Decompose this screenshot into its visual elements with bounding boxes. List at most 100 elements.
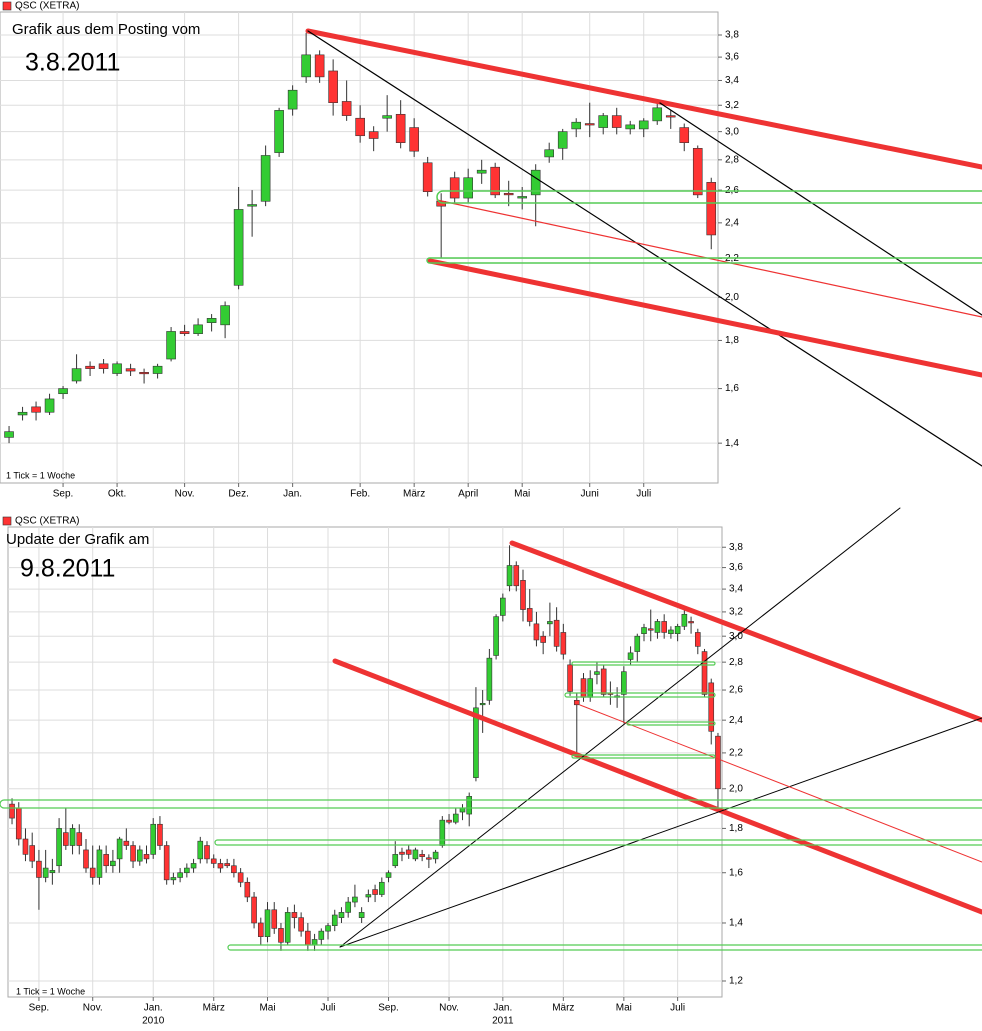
candle-body <box>152 365 163 374</box>
y-tick-label: 2,8 <box>729 657 743 668</box>
candle-body <box>379 881 385 895</box>
candle-body <box>341 101 352 116</box>
trendline <box>659 102 982 316</box>
candle-body <box>580 678 587 698</box>
legend-label: QSC (XETRA) <box>15 1 79 12</box>
support-zone <box>214 839 982 846</box>
candle-body <box>584 123 595 126</box>
y-tick-label: 2,0 <box>725 292 739 303</box>
candle-body <box>89 867 96 878</box>
candle-body <box>567 664 573 692</box>
support-zone <box>0 799 982 809</box>
candle-body <box>204 845 210 860</box>
candle-body <box>206 318 217 323</box>
candle-body <box>338 912 345 918</box>
candle-body <box>71 368 82 382</box>
candle-body <box>163 845 170 881</box>
candle-body <box>706 182 717 236</box>
candle-body <box>287 89 298 110</box>
x-tick-label: März <box>203 1003 225 1014</box>
trendline <box>427 258 982 378</box>
candle-body <box>432 851 439 860</box>
candle-body <box>486 657 493 701</box>
candle-body <box>412 849 419 860</box>
candle-body <box>708 682 715 732</box>
x-tick-label: März <box>552 1003 574 1014</box>
candle-body <box>166 331 176 360</box>
legend-label: QSC (XETRA) <box>15 516 79 527</box>
candle-body <box>139 372 149 375</box>
y-tick-label: 3,0 <box>725 126 739 137</box>
candle-body <box>594 671 600 675</box>
x-tick-label: Dez. <box>228 489 249 500</box>
candle-body <box>4 431 14 438</box>
x-tick-label: Mai <box>616 1003 632 1014</box>
candle-body <box>647 628 654 631</box>
candle-body <box>547 621 553 625</box>
candle-body <box>237 872 244 883</box>
candle-body <box>654 621 661 633</box>
candle-body <box>98 363 109 369</box>
candle-body <box>463 177 473 199</box>
legend-swatch <box>2 1 12 11</box>
candle-body <box>611 115 622 128</box>
candle-body <box>652 107 663 122</box>
candle-body <box>600 668 607 695</box>
candle-body <box>103 854 109 867</box>
x-tick-label: Nov. <box>83 1003 103 1014</box>
y-tick-label: 3,4 <box>725 75 739 86</box>
support-zone <box>436 190 982 204</box>
y-tick-label: 2,6 <box>729 685 743 696</box>
y-tick-label: 3,4 <box>729 584 743 595</box>
candle-body <box>170 877 177 881</box>
candle-body <box>358 912 365 918</box>
candle-body <box>184 867 190 874</box>
trendlines <box>0 28 982 951</box>
candle-body <box>157 823 163 846</box>
candle-body <box>291 912 298 918</box>
candle-body <box>29 845 36 862</box>
candle-body <box>17 411 28 416</box>
support-zone <box>571 754 716 759</box>
y-tick-label: 1,8 <box>725 335 739 346</box>
y-tick-label: 2,2 <box>729 748 743 759</box>
candle-body <box>493 616 499 656</box>
candle-body <box>257 922 264 937</box>
candle-body <box>231 865 237 874</box>
candle-body <box>125 368 136 372</box>
candle-body <box>392 854 399 867</box>
candle-body <box>557 131 568 149</box>
x-tick-label: Mai <box>514 489 530 500</box>
candle-body <box>506 565 513 587</box>
y-tick-label: 3,8 <box>729 542 743 553</box>
chart-layer: QSC (XETRA) 1,4 1,6 1,8 2,0 2,2 2,4 2,6 2,8 3,0 3,… <box>0 1 743 1027</box>
candle-body <box>679 127 690 143</box>
y-tick-label: 3,6 <box>729 562 743 573</box>
candle-body <box>150 823 157 855</box>
trendline <box>332 658 982 915</box>
year-label: 2010 <box>142 1016 165 1027</box>
candle-body <box>83 849 89 869</box>
x-tick-label: Juli <box>321 1003 336 1014</box>
candle-body <box>251 896 257 924</box>
y-tick-label: 3,2 <box>729 607 743 618</box>
candle-body <box>641 627 647 634</box>
candle-body <box>284 912 291 943</box>
candle-body <box>439 819 446 846</box>
candle-body <box>314 54 325 78</box>
candle-body <box>449 177 460 199</box>
candle-body <box>621 671 627 695</box>
candle-body <box>368 131 379 139</box>
support-zone <box>227 944 982 951</box>
candle-body <box>143 854 150 860</box>
x-tick-label: Juni <box>581 489 599 500</box>
candle-body <box>69 828 76 846</box>
candle-body <box>355 117 365 137</box>
candle-body <box>325 925 331 932</box>
candle-body <box>36 860 42 878</box>
candle-body <box>210 858 217 864</box>
plot-area <box>7 526 723 998</box>
candle-body <box>136 849 143 862</box>
x-tick-label: Sep. <box>29 1003 50 1014</box>
